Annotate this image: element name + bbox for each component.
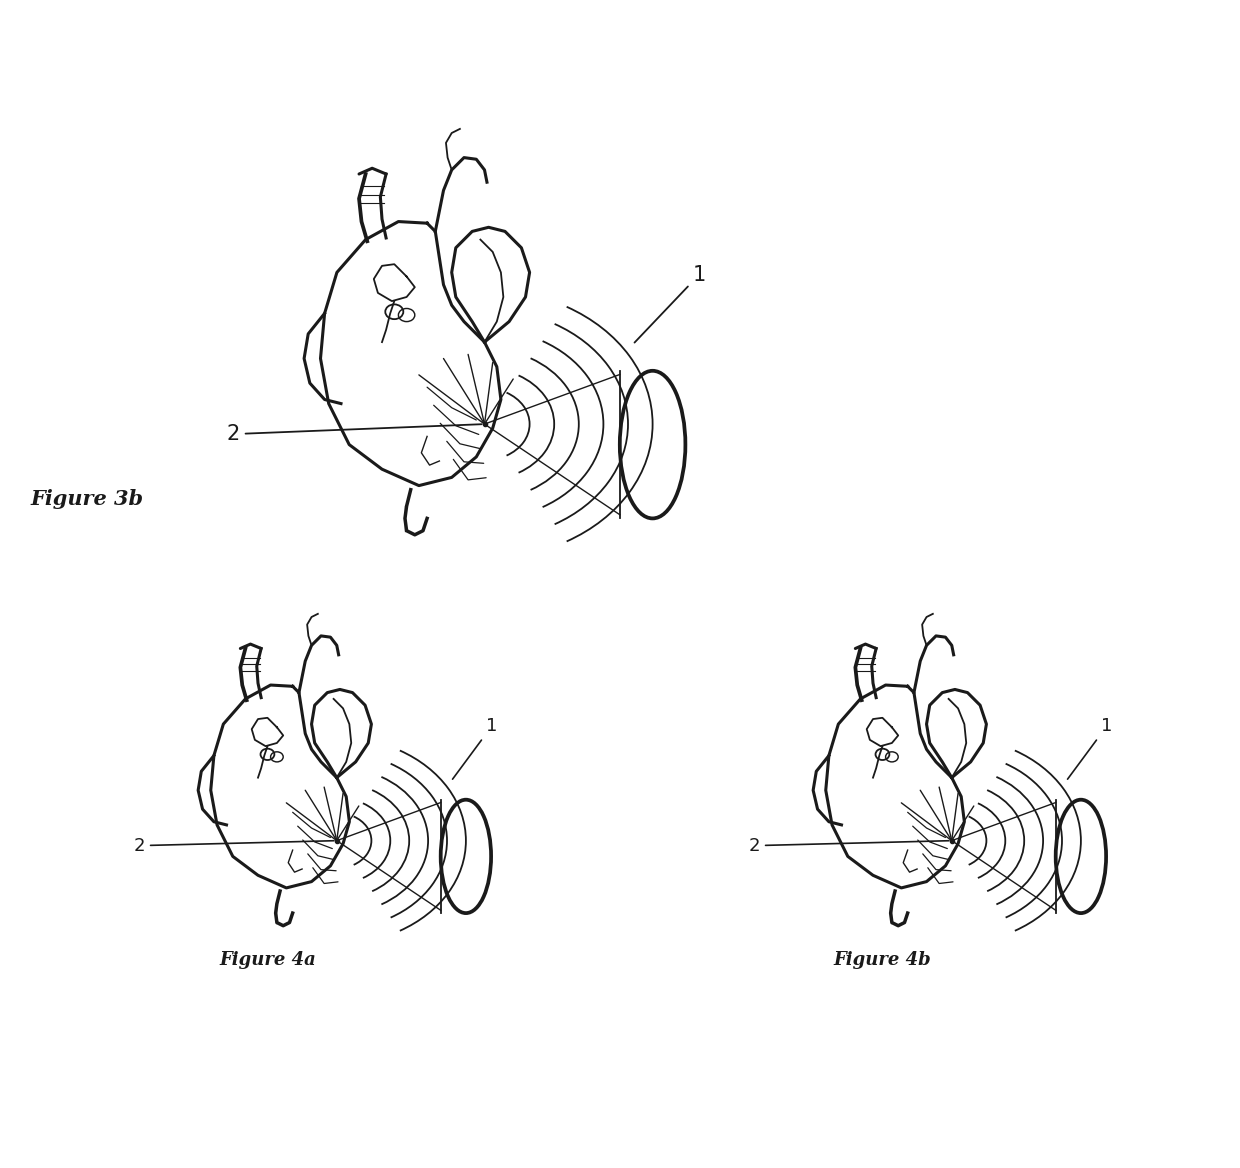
Text: 2: 2	[134, 836, 334, 855]
Text: Figure 4a: Figure 4a	[219, 951, 316, 968]
Text: 1: 1	[1068, 717, 1112, 779]
Text: Figure 4b: Figure 4b	[833, 951, 931, 968]
Text: 2: 2	[227, 424, 481, 444]
Text: 2: 2	[749, 836, 949, 855]
Text: 1: 1	[453, 717, 497, 779]
Text: Figure 3b: Figure 3b	[30, 489, 143, 509]
Text: 1: 1	[635, 265, 706, 342]
